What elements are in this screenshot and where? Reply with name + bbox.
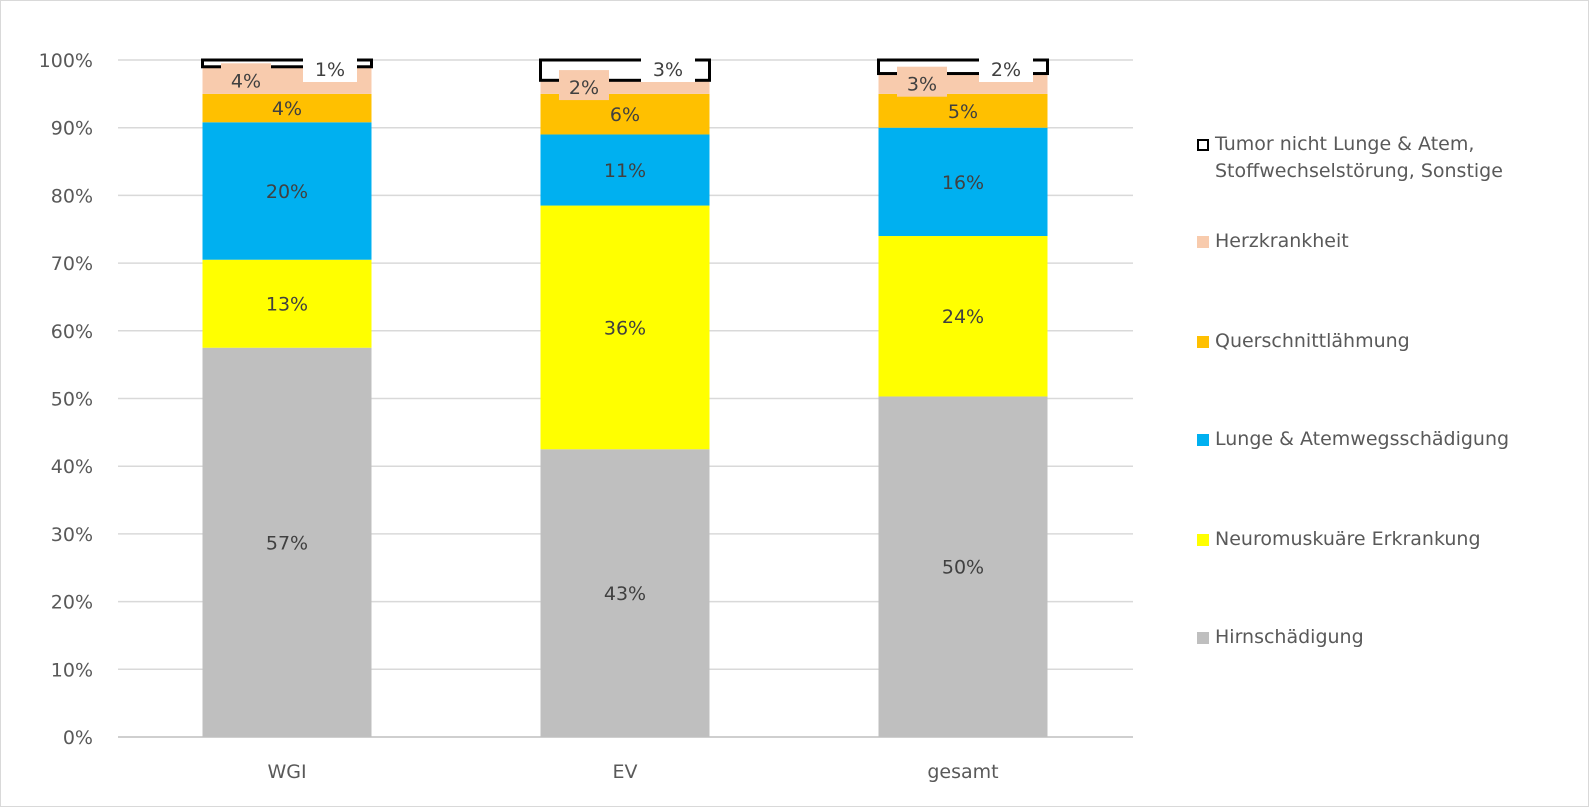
bar-segment bbox=[202, 347, 372, 737]
legend-item: Querschnittlähmung bbox=[1197, 328, 1410, 355]
y-tick-label: 50% bbox=[51, 389, 93, 411]
data-label: 57% bbox=[266, 532, 308, 554]
data-label: 43% bbox=[604, 583, 646, 605]
y-tick-label: 20% bbox=[51, 592, 93, 614]
data-label: 2% bbox=[569, 77, 599, 99]
x-tick-label: WGI bbox=[267, 761, 306, 783]
legend-item: Tumor nicht Lunge & Atem, Stoffwechselstö… bbox=[1197, 131, 1503, 185]
data-label: 2% bbox=[991, 59, 1021, 81]
data-label: 3% bbox=[653, 59, 683, 81]
legend-swatch bbox=[1197, 139, 1209, 151]
legend-item: Herzkrankheit bbox=[1197, 228, 1349, 255]
data-label: 50% bbox=[942, 557, 984, 579]
legend-label: Tumor nicht Lunge & Atem, Stoffwechselstö… bbox=[1215, 133, 1503, 182]
bar-segment bbox=[202, 122, 372, 260]
data-label: 4% bbox=[272, 98, 302, 120]
y-tick-label: 90% bbox=[51, 118, 93, 140]
data-label: 24% bbox=[942, 306, 984, 328]
legend-swatch bbox=[1197, 236, 1209, 248]
data-label: 36% bbox=[604, 317, 646, 339]
x-tick-label: EV bbox=[612, 761, 637, 783]
legend-label: Lunge & Atemwegsschädigung bbox=[1215, 428, 1510, 450]
data-label: 11% bbox=[604, 160, 646, 182]
data-labels: 57% 13% 20% 4% 4% 1% 43% 36% 11% 6% 2% 3% 50% 24% 16% 5… bbox=[221, 52, 1033, 605]
y-tick-label: 70% bbox=[51, 253, 93, 275]
data-label: 4% bbox=[231, 70, 261, 92]
y-tick-label: 100% bbox=[39, 50, 93, 72]
bar-segment bbox=[878, 236, 1048, 397]
bar-segment bbox=[540, 93, 710, 135]
bars bbox=[201, 58, 1049, 737]
bar-segment bbox=[878, 93, 1048, 128]
bar-segment bbox=[540, 134, 710, 206]
data-label: 1% bbox=[315, 59, 345, 81]
data-label-background bbox=[897, 66, 947, 97]
data-label: 13% bbox=[266, 294, 308, 316]
legend-swatch bbox=[1197, 534, 1209, 546]
y-tick-label: 10% bbox=[51, 659, 93, 681]
legend-label: Neuromuskuäre Erkrankung bbox=[1215, 528, 1481, 550]
data-label-background bbox=[641, 52, 695, 82]
data-label-background bbox=[979, 52, 1033, 82]
data-label: 3% bbox=[907, 74, 937, 96]
legend-item: Lunge & Atemwegsschädigung bbox=[1197, 426, 1509, 453]
legend-item: Neuromuskuäre Erkrankung bbox=[1197, 526, 1481, 553]
data-label: 16% bbox=[942, 172, 984, 194]
x-axis: WGI EV gesamt bbox=[267, 761, 998, 783]
data-label: 6% bbox=[610, 104, 640, 126]
legend-label: Querschnittlähmung bbox=[1215, 330, 1410, 352]
y-tick-label: 0% bbox=[63, 727, 93, 749]
legend-swatch bbox=[1197, 336, 1209, 348]
data-label: 20% bbox=[266, 181, 308, 203]
y-tick-label: 80% bbox=[51, 185, 93, 207]
legend-item: Hirnschädigung bbox=[1197, 624, 1364, 651]
data-label: 5% bbox=[948, 101, 978, 123]
y-tick-label: 30% bbox=[51, 524, 93, 546]
y-tick-label: 40% bbox=[51, 456, 93, 478]
bar-segment bbox=[878, 396, 1048, 737]
y-axis: 0% 10% 20% 30% 40% 50% 60% 70% 80% 90% 100% bbox=[39, 50, 93, 749]
bar-segment bbox=[540, 449, 710, 737]
x-tick-label: gesamt bbox=[927, 761, 998, 783]
legend-label: Herzkrankheit bbox=[1215, 230, 1349, 252]
bar-segment bbox=[201, 58, 373, 69]
y-tick-label: 60% bbox=[51, 321, 93, 343]
data-label-background bbox=[559, 70, 609, 101]
legend-swatch bbox=[1197, 632, 1209, 644]
bar-segment bbox=[202, 93, 372, 123]
bar-segment bbox=[878, 127, 1048, 237]
data-label-background bbox=[303, 52, 357, 82]
data-label-background bbox=[221, 63, 271, 94]
bar-segment bbox=[540, 205, 710, 450]
legend-swatch bbox=[1197, 434, 1209, 446]
bar-segment bbox=[202, 259, 372, 348]
legend-label: Hirnschädigung bbox=[1215, 626, 1364, 648]
